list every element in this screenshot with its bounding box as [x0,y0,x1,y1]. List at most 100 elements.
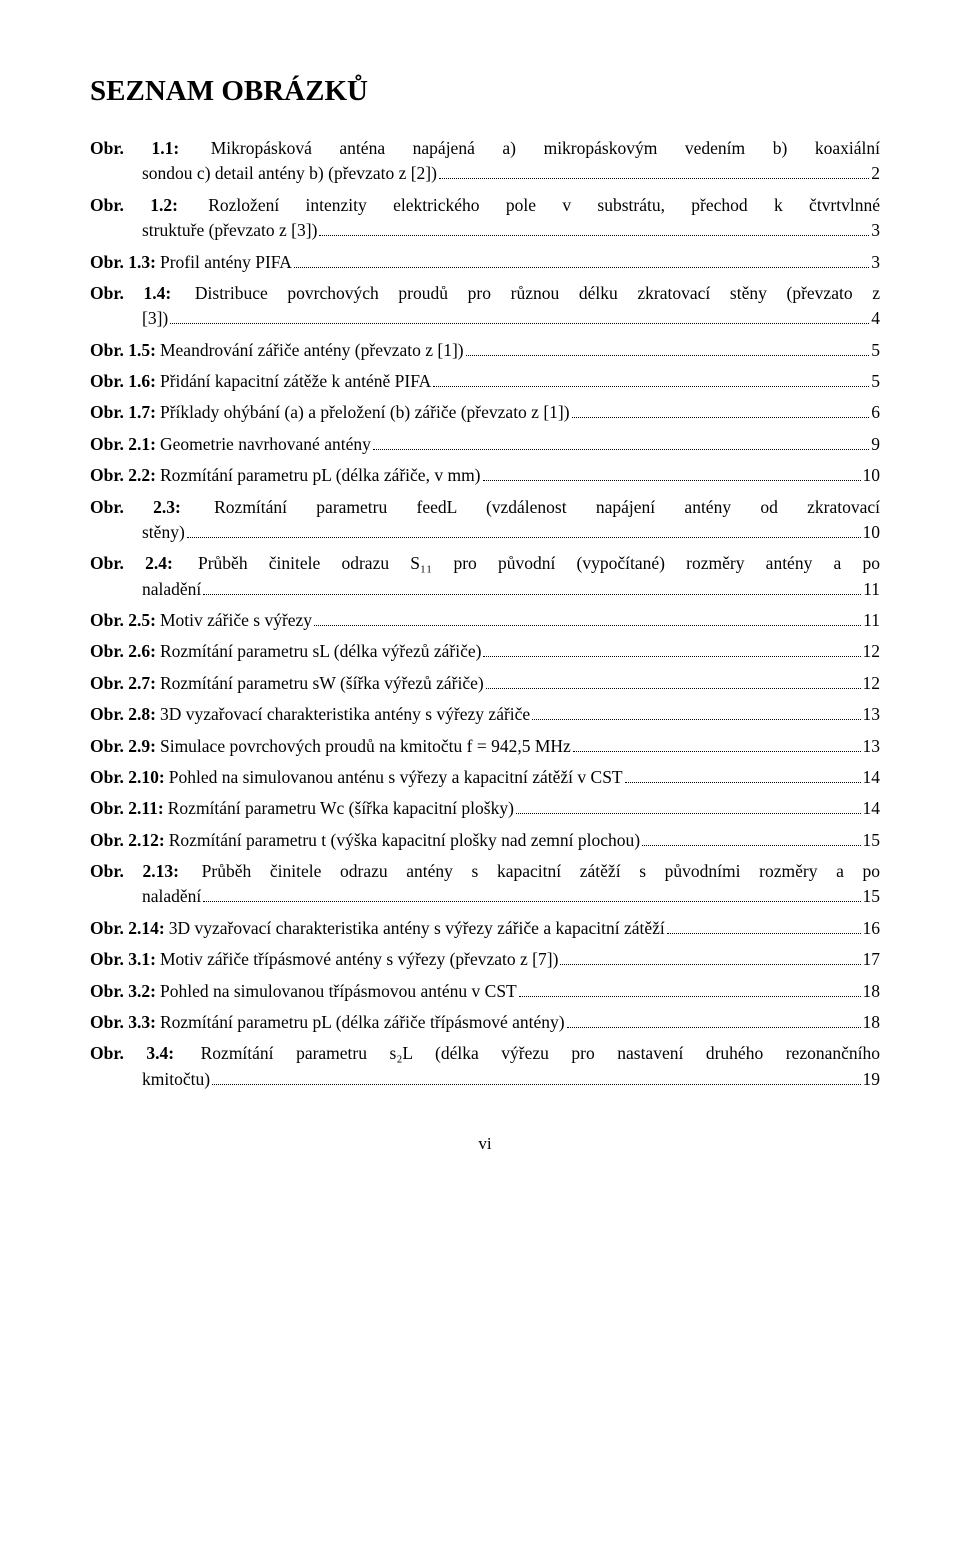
figure-entry: Obr. 2.10: Pohled na simulovanou anténu … [90,765,880,790]
entry-label: Obr. 1.4: [90,283,171,303]
entry-label: Obr. 2.12: [90,828,165,853]
entry-text: Příklady ohýbání (a) a přeložení (b) zář… [160,400,570,425]
leader-dots [483,480,861,481]
entry-label: Obr. 2.14: [90,916,165,941]
entry-page: 5 [871,338,880,363]
entry-label: Obr. 2.13: [90,861,179,881]
leader-dots [625,782,861,783]
entry-page: 19 [863,1067,881,1092]
leader-dots [560,964,860,965]
entry-body: Obr. 2.7: Rozmítání parametru sW (šířka … [90,671,880,696]
entry-page: 11 [863,608,880,633]
entry-label: Obr. 2.3: [90,497,181,517]
leader-dots [203,901,860,902]
entry-label: Obr. 1.7: [90,400,156,425]
entry-text: Profil antény PIFA [160,250,292,275]
entry-label: Obr. 1.1: [90,138,179,158]
figure-entry: Obr. 3.2: Pohled na simulovanou třípásmo… [90,979,880,1004]
figure-entry: Obr. 2.14: 3D vyzařovací charakteristika… [90,916,880,941]
figure-entry: Obr. 3.4: Rozmítání parametru s₂L (délka… [90,1041,880,1092]
entry-body: Obr. 3.4: Rozmítání parametru s₂L (délka… [90,1041,880,1092]
figure-entry: Obr. 1.5: Meandrování zářiče antény (pře… [90,338,880,363]
leader-dots [212,1084,860,1085]
entry-label: Obr. 2.10: [90,765,165,790]
entry-page: 14 [863,796,881,821]
entry-body: Obr. 1.5: Meandrování zářiče antény (pře… [90,338,880,363]
entry-label: Obr. 2.5: [90,608,156,633]
leader-dots [667,933,861,934]
entry-label: Obr. 2.4: [90,553,173,573]
figure-entry: Obr. 2.4: Průběh činitele odrazu S₁₁ pro… [90,551,880,602]
leader-dots [486,688,861,689]
entry-page: 5 [871,369,880,394]
entry-page: 3 [871,218,880,243]
entry-text: struktuře (převzato z [3]) [142,218,317,243]
leader-dots [170,323,869,324]
figure-entry: Obr. 2.2: Rozmítání parametru pL (délka … [90,463,880,488]
figure-entry: Obr. 2.7: Rozmítání parametru sW (šířka … [90,671,880,696]
entry-page: 13 [863,734,881,759]
leader-dots [532,719,860,720]
entry-label: Obr. 3.3: [90,1010,156,1035]
entry-label: Obr. 2.8: [90,702,156,727]
figure-entry: Obr. 1.7: Příklady ohýbání (a) a přelože… [90,400,880,425]
entry-body: Obr. 2.2: Rozmítání parametru pL (délka … [90,463,880,488]
entry-text: Motiv zářiče s výřezy [160,608,312,633]
leader-dots [483,656,860,657]
entry-page: 12 [863,671,881,696]
leader-dots [516,813,861,814]
entry-text: Simulace povrchových proudů na kmitočtu … [160,734,571,759]
figure-entry: Obr. 3.3: Rozmítání parametru pL (délka … [90,1010,880,1035]
entry-page: 10 [863,520,881,545]
figure-entry: Obr. 3.1: Motiv zářiče třípásmové antény… [90,947,880,972]
entry-body: Obr. 2.13: Průběh činitele odrazu antény… [90,859,880,910]
leader-dots [572,417,870,418]
entry-page: 18 [863,979,881,1004]
entry-text: Pohled na simulovanou anténu s výřezy a … [169,765,623,790]
entry-text: Meandrování zářiče antény (převzato z [1… [160,338,464,363]
leader-dots [642,845,860,846]
entry-page: 3 [871,250,880,275]
leader-dots [319,235,869,236]
entry-body: Obr. 2.11: Rozmítání parametru Wc (šířka… [90,796,880,821]
entry-body: Obr. 3.1: Motiv zářiče třípásmové antény… [90,947,880,972]
entry-body: Obr. 3.3: Rozmítání parametru pL (délka … [90,1010,880,1035]
leader-dots [294,267,869,268]
figure-entry: Obr. 2.11: Rozmítání parametru Wc (šířka… [90,796,880,821]
entry-page: 6 [871,400,880,425]
entry-body: Obr. 3.2: Pohled na simulovanou třípásmo… [90,979,880,1004]
entry-body: Obr. 1.6: Přidání kapacitní zátěže k ant… [90,369,880,394]
leader-dots [314,625,861,626]
leader-dots [519,996,861,997]
entry-text: Motiv zářiče třípásmové antény s výřezy … [160,947,558,972]
leader-dots [187,537,861,538]
entry-text: 3D vyzařovací charakteristika antény s v… [160,702,530,727]
page-title: SEZNAM OBRÁZKŮ [90,70,880,112]
entry-body: Obr. 1.2: Rozložení intenzity elektrické… [90,193,880,244]
entry-text: naladění [142,577,201,602]
entry-label: Obr. 3.2: [90,979,156,1004]
entry-page: 15 [863,884,881,909]
entry-body: Obr. 2.3: Rozmítání parametru feedL (vzd… [90,495,880,546]
figure-entry: Obr. 1.6: Přidání kapacitní zátěže k ant… [90,369,880,394]
entry-label: Obr. 2.9: [90,734,156,759]
entry-text: Rozmítání parametru pL (délka zářiče, v … [160,463,481,488]
leader-dots [433,386,869,387]
figure-list: Obr. 1.1: Mikropásková anténa napájená a… [90,136,880,1092]
entry-page: 13 [863,702,881,727]
entry-text: 3D vyzařovací charakteristika antény s v… [169,916,665,941]
entry-page: 10 [863,463,881,488]
page-footer: vi [90,1132,880,1157]
entry-label: Obr. 3.4: [90,1043,174,1063]
figure-entry: Obr. 2.8: 3D vyzařovací charakteristika … [90,702,880,727]
leader-dots [439,178,869,179]
entry-page: 4 [871,306,880,331]
entry-text: [3]) [142,306,168,331]
entry-text: Geometrie navrhované antény [160,432,371,457]
leader-dots [203,594,861,595]
entry-label: Obr. 1.6: [90,369,156,394]
entry-body: Obr. 2.1: Geometrie navrhované antény9 [90,432,880,457]
figure-entry: Obr. 1.1: Mikropásková anténa napájená a… [90,136,880,187]
entry-page: 18 [863,1010,881,1035]
entry-body: Obr. 2.5: Motiv zářiče s výřezy 11 [90,608,880,633]
